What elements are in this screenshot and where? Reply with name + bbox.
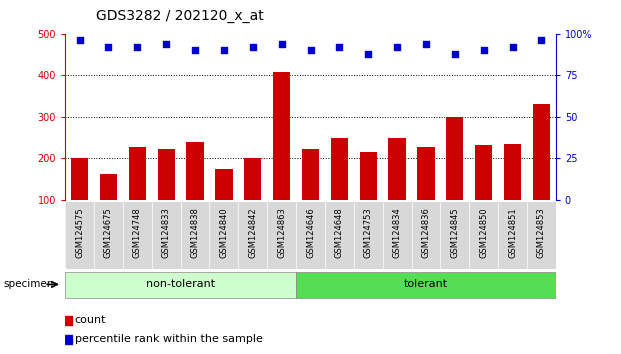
Text: specimen: specimen <box>3 279 53 290</box>
Point <box>479 47 489 53</box>
Text: GSM124836: GSM124836 <box>422 207 430 258</box>
Text: GSM124838: GSM124838 <box>191 207 199 258</box>
Point <box>277 41 287 46</box>
Bar <box>331 138 348 200</box>
Text: GSM124845: GSM124845 <box>450 207 460 258</box>
Bar <box>65 316 72 325</box>
Point <box>334 44 344 50</box>
Point <box>75 38 84 43</box>
Text: GSM124753: GSM124753 <box>364 207 373 258</box>
FancyBboxPatch shape <box>65 272 296 298</box>
Text: GSM124842: GSM124842 <box>248 207 257 258</box>
Text: GSM124575: GSM124575 <box>75 207 84 258</box>
Text: GSM124850: GSM124850 <box>479 207 488 258</box>
Bar <box>273 72 290 200</box>
Text: GSM124748: GSM124748 <box>133 207 142 258</box>
Bar <box>417 147 435 200</box>
Text: GSM124834: GSM124834 <box>392 207 402 258</box>
Bar <box>244 159 261 200</box>
Bar <box>158 149 175 200</box>
Text: GDS3282 / 202120_x_at: GDS3282 / 202120_x_at <box>96 9 264 23</box>
Point <box>392 44 402 50</box>
Point <box>507 44 517 50</box>
Text: GSM124851: GSM124851 <box>508 207 517 258</box>
Point <box>248 44 258 50</box>
Text: GSM124863: GSM124863 <box>277 207 286 258</box>
Point <box>219 47 229 53</box>
Text: GSM124648: GSM124648 <box>335 207 344 258</box>
Bar <box>65 335 72 344</box>
Point <box>132 44 142 50</box>
Bar <box>215 169 233 200</box>
Bar <box>504 144 521 200</box>
Text: non-tolerant: non-tolerant <box>146 279 215 290</box>
Text: GSM124853: GSM124853 <box>537 207 546 258</box>
Bar <box>446 117 463 200</box>
Text: count: count <box>75 315 106 325</box>
Bar <box>388 138 406 200</box>
Text: tolerant: tolerant <box>404 279 448 290</box>
Point <box>421 41 431 46</box>
Point <box>306 47 315 53</box>
Text: GSM124833: GSM124833 <box>161 207 171 258</box>
Point <box>450 51 460 56</box>
Bar <box>186 142 204 200</box>
Point <box>161 41 171 46</box>
Text: GSM124840: GSM124840 <box>219 207 229 258</box>
Bar <box>475 145 492 200</box>
Bar <box>533 104 550 200</box>
Bar <box>100 174 117 200</box>
Point <box>190 47 200 53</box>
Text: percentile rank within the sample: percentile rank within the sample <box>75 334 263 344</box>
Bar <box>360 152 377 200</box>
Point <box>537 38 546 43</box>
Point <box>104 44 114 50</box>
Bar <box>302 149 319 200</box>
Point <box>363 51 373 56</box>
FancyBboxPatch shape <box>296 272 556 298</box>
Text: GSM124675: GSM124675 <box>104 207 113 258</box>
Text: GSM124646: GSM124646 <box>306 207 315 258</box>
Bar <box>129 147 146 200</box>
Bar <box>71 159 88 200</box>
